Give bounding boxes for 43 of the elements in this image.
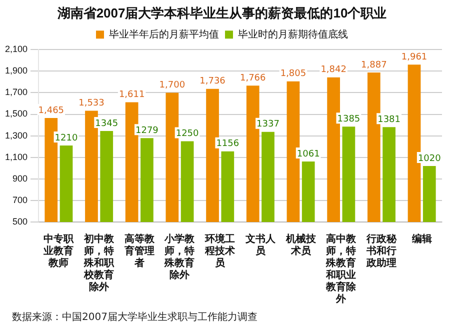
data-label: 1,805 — [280, 69, 306, 80]
x-tick-label: 中专职业教育教师 — [42, 232, 75, 269]
y-tick-label: 1,700 — [4, 87, 28, 98]
x-tick-label: 编辑 — [410, 232, 432, 245]
data-label: 1,887 — [361, 60, 387, 70]
x-tick-label: 小学教师，特殊教育除外 — [164, 232, 196, 281]
data-label: 1,465 — [38, 106, 64, 116]
data-label: 1210 — [54, 133, 78, 144]
x-tick-label: 高等教育管理者 — [123, 232, 156, 269]
data-label: 1,736 — [200, 76, 226, 87]
data-label: 1,842 — [320, 65, 346, 76]
data-label: 1337 — [256, 120, 280, 130]
y-tick-label: 1,500 — [4, 108, 28, 119]
data-label: 1061 — [296, 149, 320, 160]
y-tick-label: 1,900 — [4, 66, 28, 76]
y-tick-label: 500 — [12, 216, 28, 226]
data-label: 1385 — [337, 114, 360, 124]
data-label: 1,766 — [240, 73, 266, 84]
legend-label: 毕业时的月薪期待值底线 — [238, 28, 348, 40]
data-label: 1250 — [176, 129, 200, 140]
y-tick-label: 2,100 — [4, 44, 28, 54]
x-tick-label: 初中教师，特殊和职校教育除外 — [83, 232, 116, 293]
data-label: 1381 — [378, 114, 400, 125]
y-tick-label: 900 — [12, 173, 28, 184]
data-label: 1345 — [95, 118, 118, 129]
data-label: 1,700 — [159, 80, 186, 91]
x-tick-label: 行政秘书和行政助理 — [365, 232, 398, 269]
legend-label: 毕业半年后的月薪平均值 — [109, 28, 219, 40]
chart-title: 湖南省2007届大学本科毕业生从事的薪资最低的10个职业 — [56, 5, 387, 20]
data-label: 1,611 — [118, 90, 145, 100]
data-label: 1,961 — [401, 52, 428, 62]
x-tick-label: 文书人员 — [244, 232, 276, 257]
data-label: 1020 — [418, 154, 442, 164]
y-tick-label: 1,300 — [4, 130, 28, 140]
source-note: 数据来源：中国2007届大学毕业生求职与工作能力调查 — [12, 310, 258, 324]
x-tick-label: 机械技术员 — [284, 232, 317, 257]
x-tick-label: 高中教师，特殊教育和职业教育除外 — [325, 232, 358, 305]
x-tick-label: 环境工程技术员 — [204, 232, 236, 269]
data-label: 1279 — [136, 126, 159, 136]
data-label: 1156 — [216, 139, 240, 150]
y-tick-label: 700 — [12, 194, 28, 205]
data-label: 1,533 — [78, 98, 104, 109]
y-tick-label: 1,100 — [4, 152, 28, 162]
